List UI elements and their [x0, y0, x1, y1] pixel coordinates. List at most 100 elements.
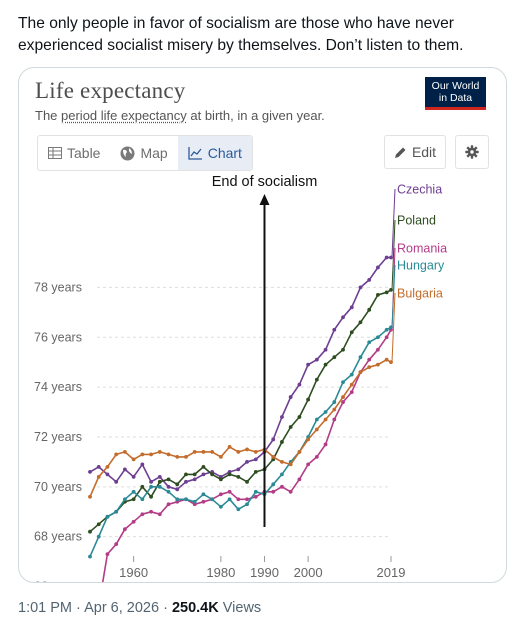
settings-button[interactable]: [455, 135, 489, 169]
data-point-hungary: [184, 497, 188, 502]
data-point-czechia: [236, 467, 241, 472]
data-point-poland: [314, 377, 319, 382]
y-tick-label: 78 years: [34, 280, 82, 294]
data-point-poland: [332, 355, 337, 360]
data-point-romania: [367, 357, 372, 362]
data-point-romania: [314, 455, 319, 459]
x-tick-label: 1960: [119, 565, 148, 580]
data-point-romania: [323, 442, 328, 447]
series-line-poland: [89, 289, 392, 533]
data-point-hungary: [384, 327, 389, 332]
data-point-hungary: [358, 355, 363, 360]
data-point-hungary: [149, 484, 153, 489]
data-point-bulgaria: [218, 455, 223, 459]
data-point-poland: [306, 397, 311, 402]
data-point-bulgaria: [332, 407, 337, 412]
data-point-hungary: [245, 502, 249, 507]
data-point-romania: [157, 512, 162, 517]
data-point-romania: [271, 489, 276, 494]
data-point-romania: [306, 462, 311, 467]
y-tick-label: 76 years: [34, 330, 82, 344]
legend-label-poland: Poland: [397, 214, 436, 228]
data-point-romania: [280, 484, 284, 489]
legend-connector-poland: [391, 219, 396, 290]
data-point-poland: [201, 464, 206, 469]
data-point-poland: [184, 472, 188, 477]
data-point-czechia: [166, 484, 171, 489]
legend-connector-czechia: [391, 188, 396, 258]
data-point-poland: [140, 484, 145, 489]
data-point-poland: [288, 425, 293, 429]
data-point-bulgaria: [210, 450, 215, 454]
data-point-hungary: [96, 534, 101, 539]
view-tabs: Table Map Chart: [37, 135, 253, 171]
data-point-bulgaria: [280, 459, 284, 464]
data-point-bulgaria: [114, 452, 119, 457]
chart-subtitle: The period life expectancy at birth, in …: [35, 108, 325, 123]
tab-table[interactable]: Table: [38, 136, 110, 170]
data-point-poland: [149, 494, 153, 499]
data-point-hungary: [105, 514, 110, 519]
annotation-label: End of socialism: [212, 174, 318, 190]
data-point-romania: [384, 335, 389, 340]
data-point-czechia: [184, 479, 188, 484]
data-point-poland: [218, 477, 223, 482]
data-point-czechia: [280, 415, 284, 419]
tab-chart[interactable]: Chart: [177, 136, 252, 170]
y-tick-label: 72 years: [34, 430, 82, 444]
data-point-bulgaria: [227, 445, 232, 449]
owid-chart-card[interactable]: Life expectancy The period life expectan…: [18, 67, 507, 583]
data-point-bulgaria: [201, 450, 206, 454]
views-label: Views: [218, 600, 262, 616]
data-point-poland: [236, 474, 241, 479]
logo-line-1: Our World: [431, 80, 480, 92]
data-point-hungary: [367, 340, 372, 345]
data-point-romania: [131, 519, 136, 524]
data-point-poland: [280, 440, 284, 444]
data-point-poland: [131, 497, 136, 502]
legend-label-romania: Romania: [397, 242, 447, 256]
data-point-hungary: [88, 554, 92, 559]
legend-connector-bulgaria: [391, 292, 396, 363]
data-point-hungary: [280, 472, 284, 477]
series-line-hungary: [89, 326, 392, 557]
edit-button[interactable]: Edit: [384, 135, 446, 169]
annotation-arrow-head: [259, 194, 270, 205]
data-point-hungary: [201, 492, 206, 497]
data-point-hungary: [271, 482, 276, 487]
table-icon: [48, 147, 62, 159]
data-point-czechia: [131, 474, 136, 479]
data-point-hungary: [227, 497, 232, 502]
life-expectancy-chart: 66 years 68 years 70 years 72 years 74 years…: [34, 174, 447, 582]
data-point-bulgaria: [367, 365, 372, 370]
data-point-bulgaria: [306, 437, 311, 442]
y-tick-label: 70 years: [34, 480, 82, 494]
data-point-hungary: [314, 417, 319, 422]
data-point-bulgaria: [105, 464, 110, 469]
data-point-czechia: [201, 472, 206, 477]
data-point-poland: [358, 320, 363, 325]
data-point-hungary: [341, 380, 345, 385]
x-tick-label: 1980: [206, 565, 235, 580]
y-tick-label: 74 years: [34, 380, 82, 394]
data-point-hungary: [114, 509, 119, 514]
data-point-czechia: [306, 362, 311, 367]
data-point-poland: [245, 479, 249, 484]
data-point-hungary: [253, 489, 258, 494]
data-point-czechia: [376, 265, 380, 270]
data-point-romania: [297, 477, 302, 482]
data-point-poland: [297, 415, 302, 419]
data-point-czechia: [297, 382, 302, 387]
subtitle-link[interactable]: period life expectancy: [61, 108, 187, 123]
data-point-bulgaria: [88, 494, 92, 499]
x-tick-label: 2019: [377, 565, 406, 580]
data-point-bulgaria: [192, 450, 197, 454]
data-point-bulgaria: [175, 455, 180, 459]
data-point-poland: [227, 472, 232, 477]
tweet-timestamp[interactable]: 1:01 PM · Apr 6, 2026 ·: [18, 600, 172, 616]
data-point-bulgaria: [349, 382, 354, 387]
data-point-czechia: [271, 437, 276, 442]
data-point-czechia: [332, 327, 337, 332]
tab-map[interactable]: Map: [110, 136, 177, 170]
data-point-czechia: [314, 357, 319, 362]
